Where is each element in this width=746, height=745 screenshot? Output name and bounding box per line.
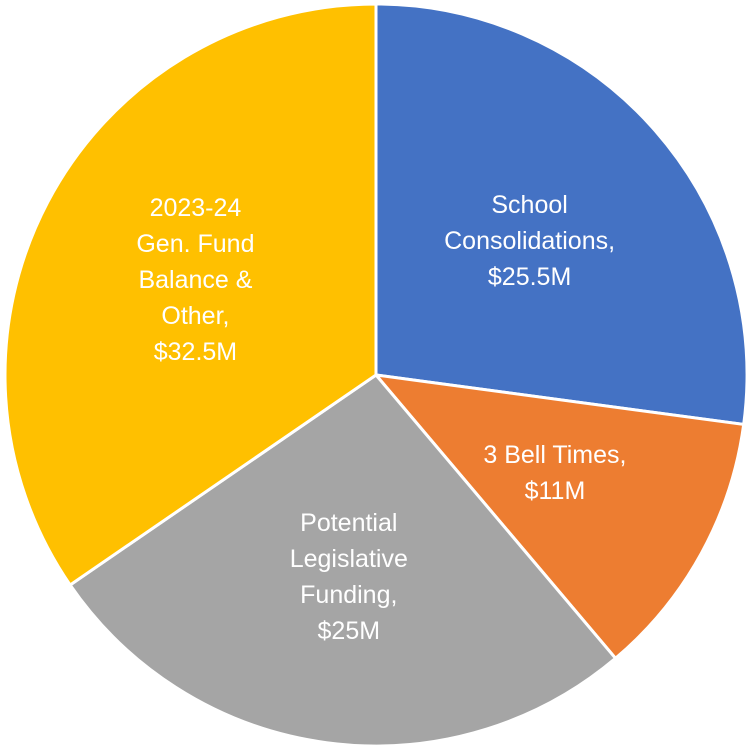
slice-label: School Consolidations, $25.5M	[430, 187, 630, 295]
category-label: School Consolidations,	[444, 190, 616, 255]
slice-label: 2023-24 Gen. Fund Balance & Other, $32.5M	[125, 190, 265, 370]
category-label: Potential Legislative Funding,	[289, 509, 408, 610]
value-label: $25.5M	[487, 262, 572, 291]
slice-label: Potential Legislative Funding, $25M	[269, 505, 429, 649]
category-label: 3 Bell Times,	[483, 441, 627, 470]
slice	[374, 2, 746, 427]
slice	[3, 2, 378, 588]
value-label: $32.5M	[153, 337, 238, 366]
value-label: $25M	[317, 617, 381, 646]
slice	[68, 372, 618, 745]
category-label: 2023-24 Gen. Fund Balance & Other,	[136, 193, 255, 330]
slice-label: 3 Bell Times, $11M	[455, 437, 655, 509]
slice	[372, 372, 746, 661]
value-label: $11M	[524, 477, 586, 506]
